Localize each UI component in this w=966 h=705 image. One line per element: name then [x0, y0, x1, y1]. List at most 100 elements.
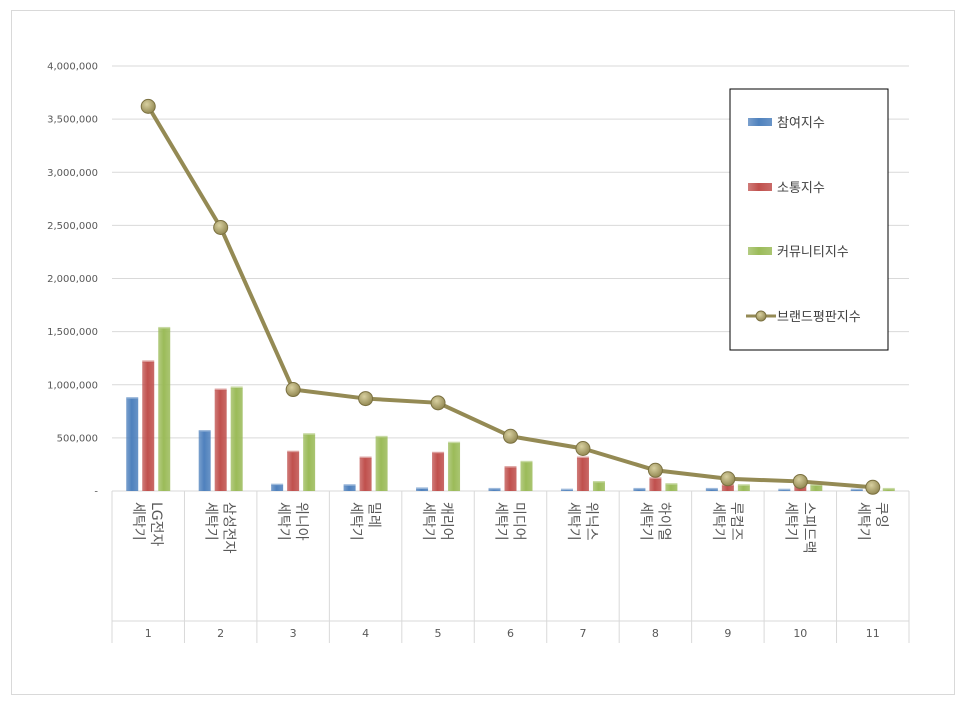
bar-cap — [287, 450, 300, 453]
bar-cap — [448, 441, 461, 444]
y-tick-label: 4,000,000 — [47, 62, 98, 73]
legend-label: 참여지수 — [777, 116, 825, 131]
category-label-line: 세탁기 — [493, 502, 509, 541]
bar-cap — [560, 488, 573, 491]
bar-cap — [198, 430, 211, 432]
bar — [721, 485, 734, 491]
category-index-label: 5 — [435, 627, 442, 640]
bar-cap — [850, 488, 863, 491]
bar-cap — [416, 487, 429, 490]
category-label-line: 세탁기 — [130, 502, 146, 541]
bar — [633, 489, 646, 491]
bar — [343, 485, 356, 491]
bar-cap — [778, 488, 791, 491]
bar-cap — [705, 487, 718, 490]
category-label-line: 위닉스 — [583, 502, 599, 541]
bar-cap — [882, 487, 895, 490]
category-label-line: LG전자 — [148, 502, 164, 547]
y-tick-label: 500,000 — [57, 433, 98, 444]
line-series — [140, 98, 881, 495]
bar — [126, 398, 139, 491]
category-index-label: 2 — [217, 627, 224, 640]
category-label-line: 위니아 — [293, 502, 309, 541]
y-tick-label: 1,500,000 — [47, 327, 98, 338]
bar-cap — [214, 388, 227, 391]
bar — [303, 434, 316, 491]
bar — [882, 489, 895, 491]
category-index-label: 6 — [507, 627, 514, 640]
category-index-label: 4 — [362, 627, 369, 640]
bar — [665, 484, 678, 491]
bar-cap — [271, 483, 284, 486]
y-tick-label: 1,000,000 — [47, 380, 98, 391]
bar-cap — [303, 433, 316, 436]
bars — [126, 326, 895, 491]
bar — [198, 431, 211, 491]
bar — [488, 489, 501, 491]
category-label-line: 세탁기 — [275, 502, 291, 541]
bar — [649, 478, 662, 491]
bar — [810, 485, 823, 491]
line-marker — [358, 391, 374, 407]
legend-swatch — [748, 247, 772, 255]
bar-cap — [633, 487, 646, 490]
bar — [230, 387, 243, 491]
bar-cap — [142, 360, 155, 363]
bar — [737, 485, 750, 491]
category-label-line: 삼성전자 — [221, 502, 237, 554]
bar-cap — [504, 466, 517, 469]
line-marker — [430, 395, 446, 411]
legend-item: 참여지수 — [748, 116, 825, 131]
category-label-line: 루컴즈 — [728, 502, 744, 541]
legend-item: 브랜드평판지수 — [746, 310, 861, 325]
bar — [504, 467, 517, 491]
bar-cap — [432, 451, 445, 454]
bar — [448, 443, 461, 491]
bar-cap — [158, 326, 171, 329]
line-marker — [647, 462, 663, 478]
line-marker — [792, 473, 808, 489]
category-label-line: 미디어 — [511, 502, 527, 541]
line-marker — [575, 441, 591, 456]
y-tick-label: - — [94, 487, 98, 498]
bar — [158, 328, 171, 491]
category-axis: LG전자세탁기1삼성전자세탁기2위니아세탁기3밀레세탁기4캐리어세탁기5미디어세… — [111, 491, 910, 643]
legend-label: 커뮤니티지수 — [777, 245, 849, 260]
y-tick-label: 3,500,000 — [47, 115, 98, 126]
legend-swatch — [748, 183, 772, 191]
category-label-line: 세탁기 — [637, 502, 653, 541]
category-index-label: 3 — [290, 627, 297, 640]
bar — [359, 458, 372, 491]
bar-cap — [737, 484, 750, 487]
bar — [592, 482, 605, 491]
bar — [705, 489, 718, 491]
bar — [432, 453, 445, 491]
bar-cap — [665, 483, 678, 486]
legend-item: 소통지수 — [748, 181, 825, 196]
category-label-line: 세탁기 — [420, 502, 436, 541]
line-marker — [503, 428, 518, 444]
bar-cap — [343, 484, 356, 487]
line-marker — [720, 471, 736, 487]
line-marker — [285, 382, 301, 398]
bar — [142, 361, 155, 491]
category-label-line: 세탁기 — [203, 502, 219, 541]
category-label-line: 세탁기 — [565, 502, 581, 541]
bar-cap — [810, 484, 823, 487]
bar — [287, 452, 300, 491]
legend-item: 커뮤니티지수 — [748, 245, 849, 260]
bar-cap — [520, 460, 533, 463]
bar-cap — [230, 386, 243, 389]
bar-cap — [488, 487, 501, 490]
bar — [416, 488, 429, 491]
legend-marker-swatch — [755, 310, 767, 322]
bar — [576, 458, 589, 491]
